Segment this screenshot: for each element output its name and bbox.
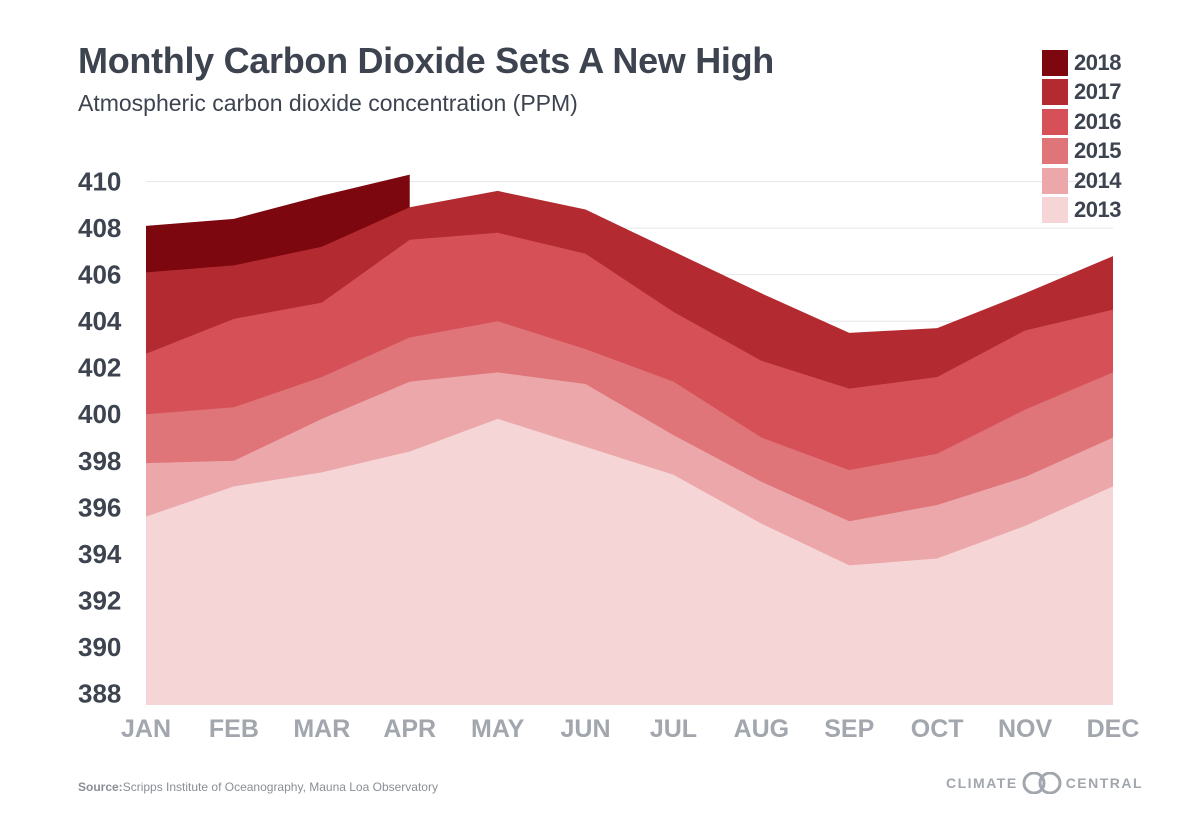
legend-item-2014: 2014	[1042, 166, 1121, 196]
legend-label: 2018	[1074, 49, 1121, 75]
legend-item-2016: 2016	[1042, 107, 1121, 137]
y-tick-label: 388	[78, 678, 121, 708]
legend-swatch	[1042, 138, 1068, 165]
chart-subtitle: Atmospheric carbon dioxide concentration…	[78, 90, 578, 116]
x-tick-label-oct: OCT	[911, 715, 964, 743]
legend-swatch	[1042, 49, 1068, 76]
brand-left-text: CLIMATE	[946, 775, 1018, 791]
y-tick-label: 396	[78, 492, 121, 522]
y-tick-label: 390	[78, 632, 121, 662]
legend-item-2013: 2013	[1042, 196, 1121, 226]
legend-swatch	[1042, 108, 1068, 135]
x-tick-label-jun: JUN	[561, 715, 611, 743]
legend-item-2015: 2015	[1042, 137, 1121, 167]
x-tick-label-mar: MAR	[293, 715, 350, 743]
y-tick-label: 394	[78, 539, 122, 569]
legend-item-2017: 2017	[1042, 78, 1121, 108]
legend-label: 2017	[1074, 79, 1121, 105]
source-text: Scripps Institute of Oceanography, Mauna…	[122, 780, 438, 794]
x-tick-label-may: MAY	[471, 715, 525, 743]
legend-label: 2016	[1074, 108, 1121, 134]
chart-title: Monthly Carbon Dioxide Sets A New High	[78, 40, 774, 81]
y-axis: 388 390 392 394 396 398 400 402 404 406 408 410	[78, 167, 122, 709]
x-axis: JAN FEB MAR APR MAY JUN JUL AUG SEP OCT NOV DEC	[121, 715, 1139, 743]
area-series-2013	[146, 418, 1113, 705]
brand-right-text: CENTRAL	[1065, 775, 1144, 791]
y-tick-label: 404	[78, 306, 122, 336]
x-tick-label-nov: NOV	[998, 715, 1053, 743]
legend-swatch	[1042, 167, 1068, 194]
area-layer	[146, 174, 1113, 706]
legend-item-2018: 2018	[1042, 48, 1121, 78]
source-note: Source:Scripps Institute of Oceanography…	[78, 780, 438, 794]
y-tick-label: 406	[78, 260, 121, 290]
y-tick-label: 408	[78, 213, 121, 243]
source-label: Source:	[78, 780, 123, 794]
x-tick-label-aug: AUG	[734, 715, 790, 743]
y-tick-label: 400	[78, 399, 121, 429]
x-tick-label-dec: DEC	[1087, 715, 1140, 743]
x-tick-label-feb: FEB	[209, 715, 259, 743]
y-tick-label: 392	[78, 585, 121, 615]
x-tick-label-sep: SEP	[824, 715, 874, 743]
climate-central-logo: CLIMATE CENTRAL	[946, 772, 1143, 794]
x-tick-label-jul: JUL	[650, 715, 697, 743]
y-tick-label: 398	[78, 446, 121, 476]
legend-label: 2015	[1074, 138, 1121, 164]
legend-swatch	[1042, 197, 1068, 224]
x-tick-label-apr: APR	[383, 715, 436, 743]
y-tick-label: 410	[78, 167, 121, 197]
y-tick-label: 402	[78, 353, 121, 383]
legend-swatch	[1042, 79, 1068, 106]
x-tick-label-jan: JAN	[121, 715, 171, 743]
legend: 2018 2017 2016 2015 2014 2013	[1042, 48, 1121, 225]
logo-circles-icon	[1022, 772, 1062, 794]
legend-label: 2014	[1074, 167, 1121, 193]
legend-label: 2013	[1074, 197, 1121, 223]
